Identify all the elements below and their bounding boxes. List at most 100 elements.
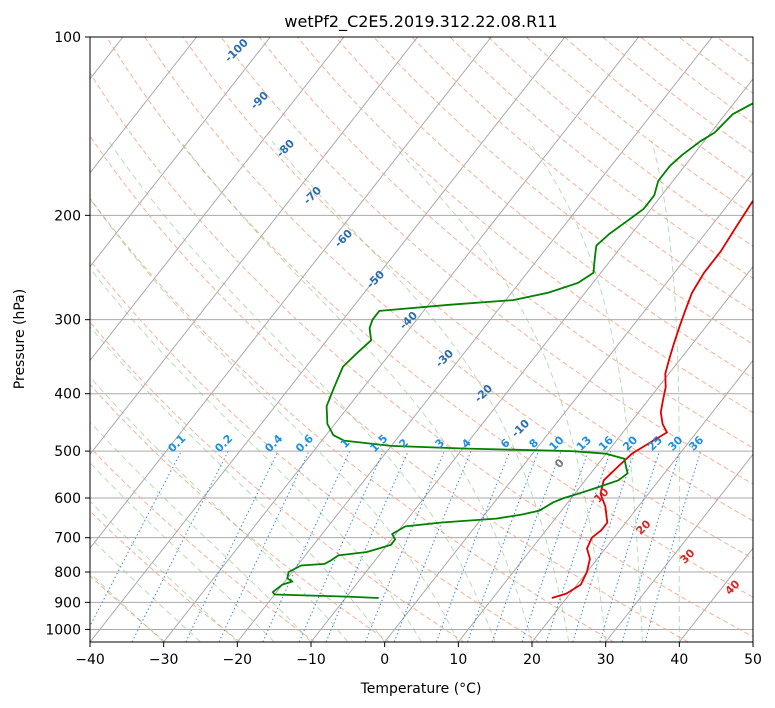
dry-adiabat-line [182,37,753,522]
x-tick-label: 40 [670,652,688,668]
mixing-ratio-line [185,450,279,642]
y-tick-label: 600 [54,491,81,507]
dry-adiabat-line [678,37,753,94]
isotherm-line [531,359,753,642]
reference-line-labels: -100-90-80-70-60-50-40-30-20-100.1 0.2 0.4… [165,36,743,598]
isotherm-line [90,37,271,268]
x-axis-label: Temperature (°C) [360,681,482,697]
dry-adiabat-line [90,383,390,642]
x-tick-label: −10 [296,652,326,668]
plot-frame [89,36,754,643]
moist-adiabat-line [90,421,312,642]
dry-adiabat-line [90,135,689,642]
moist-adiabat-label: 40 [723,577,743,597]
dry-adiabat-label: -50 [364,268,387,291]
x-tick-label: 50 [744,652,762,668]
mixing-ratio-line [572,450,636,642]
dry-adiabat-line [220,37,753,485]
dewpoint-profile-line [271,102,753,599]
moist-adiabat-line [90,536,201,642]
moist-adiabat-line [651,141,680,642]
dry-adiabat-line [90,510,241,642]
mixing-ratio-label: 8 [527,436,542,451]
mixing-ratio-label: 25 [645,434,665,454]
moist-adiabat-line [90,325,386,642]
dry-adiabat-line [90,197,614,642]
temperature-profile-line [551,199,753,599]
isotherm-line [384,171,753,642]
y-tick-label: 900 [54,595,81,611]
mixing-ratio-label: 2 [396,436,411,451]
mixing-ratio-line [621,450,681,642]
dry-adiabat-line [564,37,753,185]
x-tick-label: −30 [149,652,179,668]
y-tick-label: 700 [54,531,81,547]
dry-adiabat-line [144,37,753,560]
y-tick-label: 100 [54,30,81,46]
dry-adiabat-label: -80 [274,137,297,160]
x-tick-label: 10 [449,652,467,668]
y-tick-label: 800 [54,565,81,581]
isotherm-line [678,547,753,642]
isotherm-line [236,37,713,642]
dry-adiabat-label: -90 [248,89,271,112]
y-axis-label: Pressure (hPa) [12,289,28,389]
dry-adiabat-line [755,37,775,642]
chart-title: wetPf2_C2E5.2019.312.22.08.R11 [284,12,557,32]
isotherm-line [90,37,418,456]
mixing-ratio-line [545,450,612,642]
isotherm-line [457,265,753,642]
mixing-ratio-line [131,450,229,642]
moist-adiabat-line [90,500,238,642]
dry-adiabat-line [640,37,753,124]
dry-adiabat-line [90,446,315,642]
y-tick-label: 200 [54,208,81,224]
x-tick-label: −40 [75,652,105,668]
mixing-ratio-label: 1 [338,436,353,451]
background-reference-lines [90,37,775,642]
y-tick-label: 500 [54,444,81,460]
mixing-ratio-line [644,450,702,642]
x-tick-label: 30 [597,652,615,668]
x-tick-label: −20 [223,652,253,668]
mixing-ratio-line [364,450,445,642]
mixing-ratio-line [435,450,511,642]
dry-adiabat-label: -40 [397,309,420,332]
mixing-ratio-line [599,450,660,642]
isotherm-line [605,453,753,642]
dry-adiabat-label: -70 [301,184,324,207]
moist-adiabat-line [90,198,459,642]
isotherm-line [752,641,753,642]
mixing-ratio-label: 36 [686,433,706,453]
dry-adiabat-label: -20 [472,382,495,405]
moist-adiabat-line [528,141,643,642]
mixing-ratio-line [298,450,384,642]
isotherm-line [90,37,345,362]
axes: −40 −30 −20 −10 0 10 20 30 40 50 100 200 300 400 500 60… [45,30,762,668]
moist-adiabat-line [90,376,349,642]
moist-adiabat-line [108,141,496,642]
dry-adiabat-label: -100 [222,36,251,65]
dry-adiabat-line [296,37,753,414]
moist-adiabat-line [389,140,607,642]
y-tick-label: 300 [54,313,81,329]
mixing-ratio-label: 16 [596,433,616,453]
mixing-ratio-line [325,450,409,642]
dry-adiabat-line [373,37,753,345]
isotherm-line [90,37,197,174]
isotherm-line [90,37,492,549]
mixing-ratio-line [393,450,472,642]
dry-adiabat-line [90,259,540,642]
isotherm-line [310,78,753,642]
dry-adiabat-line [90,71,753,638]
dry-adiabat-line [90,574,166,642]
sounding-profiles [271,102,753,599]
x-tick-label: 0 [380,652,389,668]
dry-adiabat-label: -10 [509,417,532,440]
x-tick-label: 20 [523,652,541,668]
dry-adiabat-label: -60 [332,227,355,250]
moist-adiabat-line [90,267,422,642]
dry-adiabat-line [525,37,753,216]
